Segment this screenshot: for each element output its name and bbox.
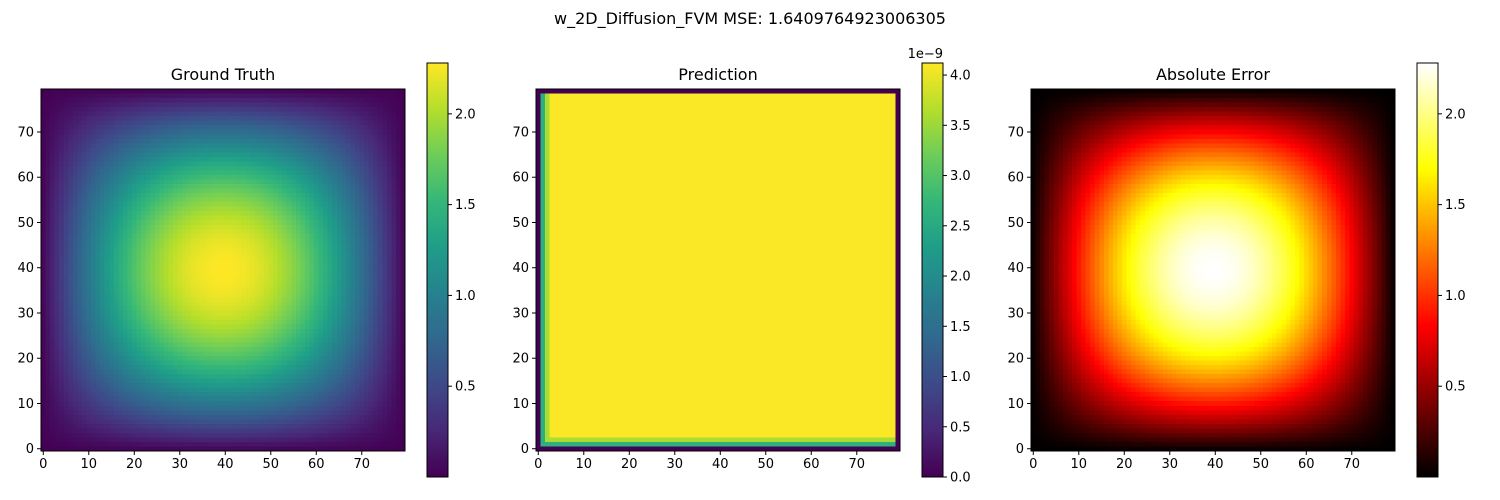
x-tick-label: 30 (667, 457, 684, 472)
colorbar-ticks: 0.5 1.0 1.5 2.0 (448, 107, 476, 395)
panel-absolute-error: Absolute Error 0 10 20 30 40 50 60 70 0 10 20 30 40… (1007, 62, 1466, 478)
y-tick-label: 50 (1007, 216, 1024, 231)
x-tick-label: 20 (1116, 457, 1133, 472)
x-tick-label: 30 (1162, 457, 1179, 472)
x-tick-label: 10 (1071, 457, 1088, 472)
y-axis-ticks: 0 10 20 30 40 50 60 70 (1007, 125, 1031, 457)
colorbar-tick-label: 0.5 (455, 380, 476, 395)
colorbar-gradient (427, 63, 448, 477)
x-tick-label: 10 (576, 457, 593, 472)
heatmap-image (41, 89, 405, 451)
y-tick-label: 60 (1007, 171, 1024, 186)
panel-title: Prediction (678, 65, 757, 84)
x-tick-label: 70 (1344, 457, 1361, 472)
x-tick-label: 50 (263, 457, 280, 472)
y-tick-label: 30 (17, 306, 34, 321)
colorbar-tick-label: 2.0 (455, 107, 476, 122)
colorbar-gradient (922, 63, 943, 477)
y-tick-label: 10 (1007, 397, 1024, 412)
x-tick-label: 30 (172, 457, 189, 472)
colorbar-ticks: 0.5 1.0 1.5 2.0 (1438, 107, 1466, 395)
y-axis-ticks: 0 10 20 30 40 50 60 70 (512, 125, 536, 457)
y-tick-label: 0 (1016, 442, 1024, 457)
y-tick-label: 70 (17, 125, 34, 140)
colorbar-tick-label: 0.0 (950, 471, 971, 486)
colorbar-tick-label: 0.5 (1445, 380, 1466, 395)
y-tick-label: 50 (17, 216, 34, 231)
y-tick-label: 0 (521, 442, 529, 457)
y-tick-label: 20 (512, 352, 529, 367)
colorbar-tick-label: 2.0 (1445, 107, 1466, 122)
axes-frame (535, 88, 901, 452)
y-tick-label: 10 (512, 397, 529, 412)
x-tick-label: 60 (1298, 457, 1315, 472)
x-tick-label: 20 (126, 457, 143, 472)
y-tick-label: 40 (1007, 261, 1024, 276)
colorbar-tick-label: 1.5 (950, 320, 971, 335)
colorbar-tick-label: 0.5 (950, 420, 971, 435)
x-tick-label: 60 (308, 457, 325, 472)
colorbar-tick-label: 3.0 (950, 169, 971, 184)
x-tick-label: 40 (712, 457, 729, 472)
colorbar-frame (921, 62, 944, 478)
colorbar-tick-label: 1.0 (455, 289, 476, 304)
panel-prediction: Prediction 0 10 20 30 40 50 60 70 0 10 20 30 40 50 60… (512, 47, 970, 486)
y-tick-label: 40 (17, 261, 34, 276)
y-axis-ticks: 0 10 20 30 40 50 60 70 (17, 125, 41, 457)
y-tick-label: 70 (512, 125, 529, 140)
x-tick-label: 50 (1253, 457, 1270, 472)
x-tick-label: 50 (758, 457, 775, 472)
x-tick-label: 10 (81, 457, 98, 472)
colorbar-tick-label: 1.5 (1445, 198, 1466, 213)
y-tick-label: 40 (512, 261, 529, 276)
panel-ground-truth: Ground Truth 0 10 20 30 40 50 60 70 0 10 20 30 40 50… (17, 62, 476, 478)
y-tick-label: 50 (512, 216, 529, 231)
y-tick-label: 30 (1007, 306, 1024, 321)
colorbar-tick-label: 4.0 (950, 69, 971, 84)
x-axis-ticks: 0 10 20 30 40 50 60 70 (39, 451, 370, 472)
x-tick-label: 0 (1029, 457, 1037, 472)
y-tick-label: 60 (17, 171, 34, 186)
x-tick-label: 40 (1207, 457, 1224, 472)
x-tick-label: 0 (39, 457, 47, 472)
panel-title: Absolute Error (1156, 65, 1270, 84)
colorbar-tick-label: 2.5 (950, 219, 971, 234)
colorbar-tick-label: 2.0 (950, 270, 971, 285)
colorbar-tick-label: 1.5 (455, 198, 476, 213)
figure-suptitle: w_2D_Diffusion_FVM MSE: 1.64097649230063… (554, 9, 946, 29)
colorbar-ticks: 0.0 0.5 1.0 1.5 2.0 2.5 3.0 3.5 4.0 (943, 69, 971, 486)
y-tick-label: 60 (512, 171, 529, 186)
y-tick-label: 10 (17, 397, 34, 412)
x-tick-label: 20 (621, 457, 638, 472)
colorbar-gradient (1417, 63, 1438, 477)
x-tick-label: 70 (849, 457, 866, 472)
x-tick-label: 70 (354, 457, 371, 472)
colorbar-tick-label: 1.0 (1445, 289, 1466, 304)
x-axis-ticks: 0 10 20 30 40 50 60 70 (1029, 451, 1360, 472)
y-tick-label: 30 (512, 306, 529, 321)
colorbar-frame (1416, 62, 1439, 478)
x-tick-label: 0 (534, 457, 542, 472)
colorbar-tick-label: 3.5 (950, 119, 971, 134)
axes-frame (40, 88, 406, 452)
x-axis-ticks: 0 10 20 30 40 50 60 70 (534, 451, 865, 472)
colorbar-tick-label: 1.0 (950, 370, 971, 385)
panel-title: Ground Truth (171, 65, 276, 84)
axes-frame (1030, 88, 1396, 452)
heatmap-image (1031, 89, 1395, 451)
colorbar-offset-text: 1e−9 (908, 47, 943, 62)
y-tick-label: 20 (17, 352, 34, 367)
y-tick-label: 20 (1007, 352, 1024, 367)
x-tick-label: 60 (803, 457, 820, 472)
x-tick-label: 40 (217, 457, 234, 472)
y-tick-label: 0 (26, 442, 34, 457)
heatmap-image (536, 89, 900, 451)
y-tick-label: 70 (1007, 125, 1024, 140)
colorbar-frame (426, 62, 449, 478)
